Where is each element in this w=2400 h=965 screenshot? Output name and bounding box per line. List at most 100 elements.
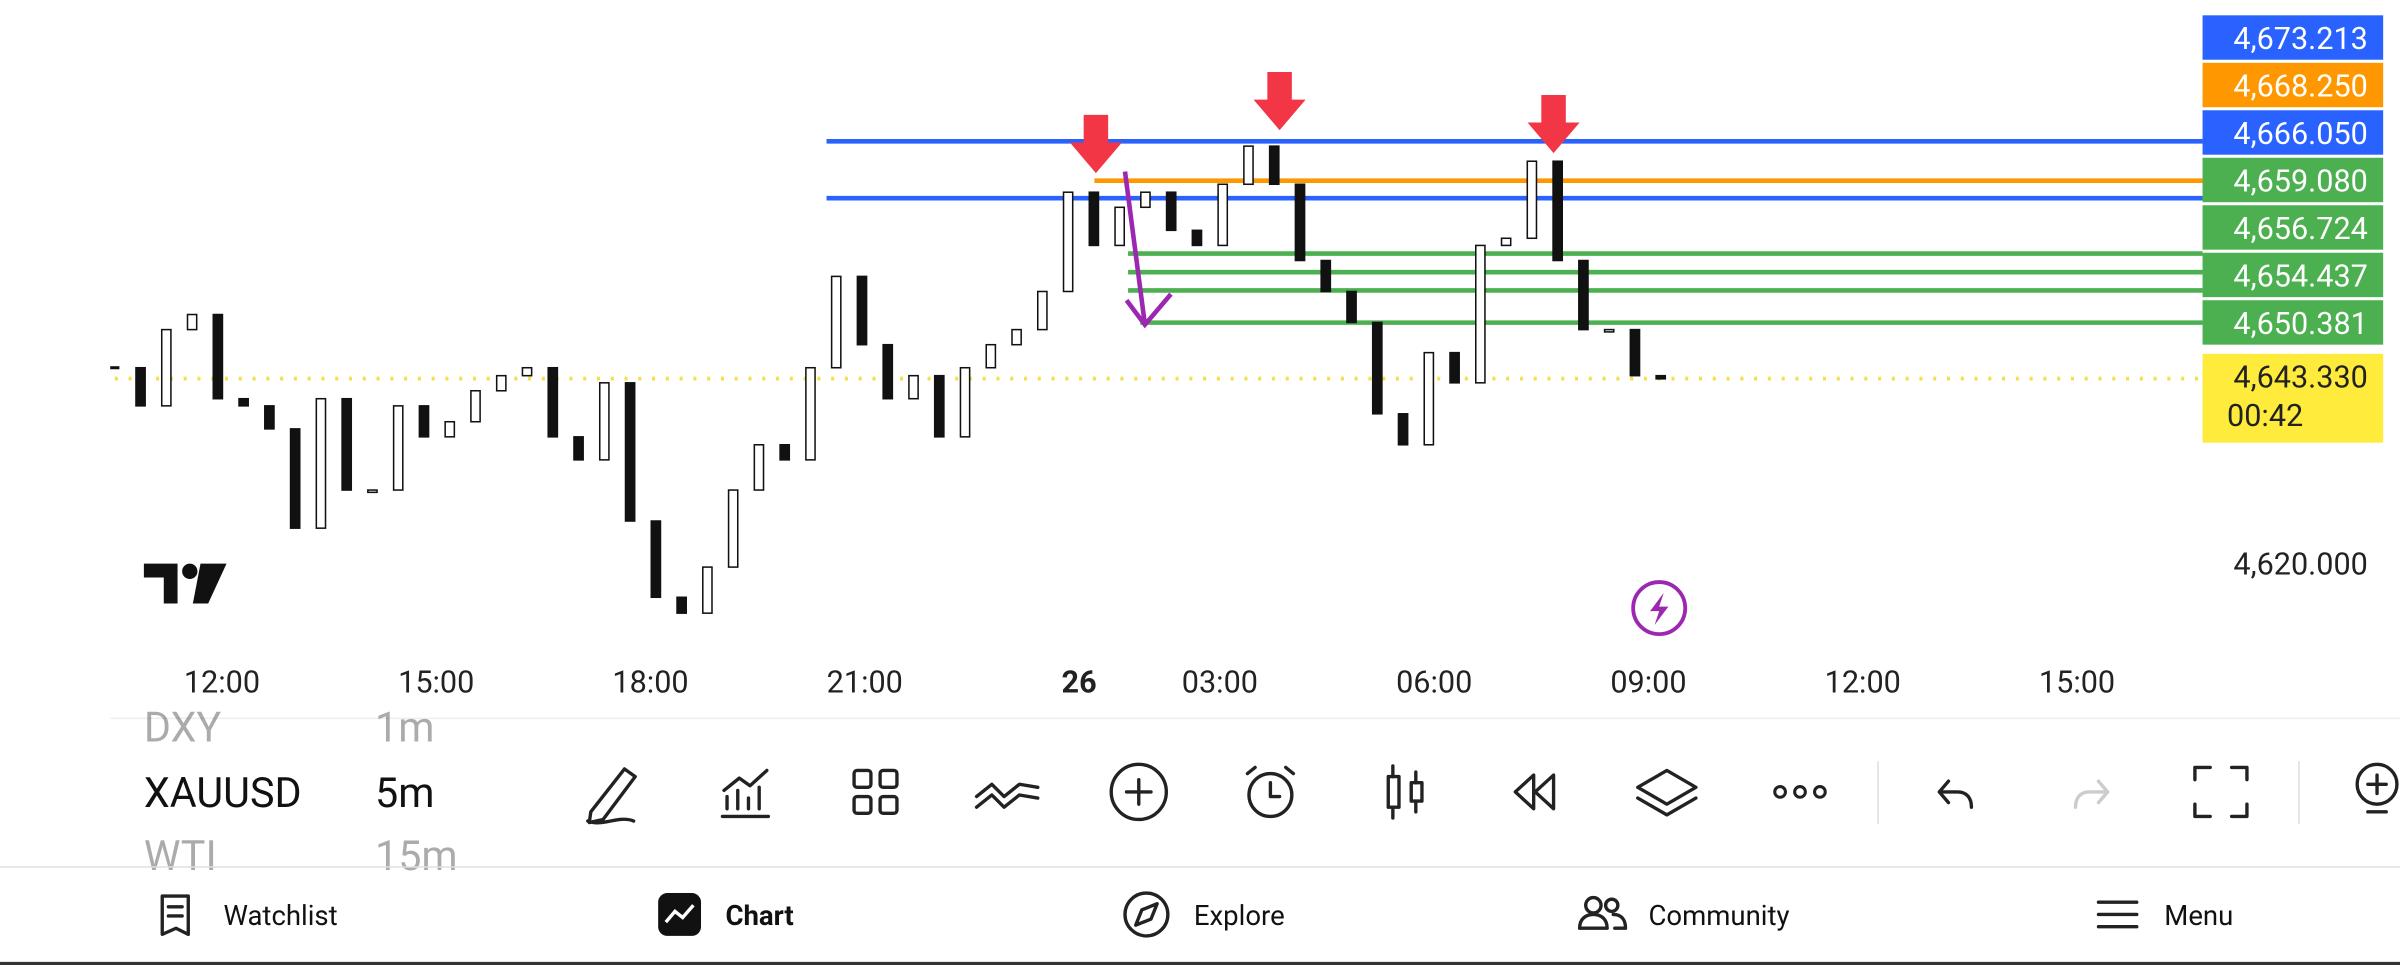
- candle: [1062, 191, 1074, 293]
- bottom-nav: Watchlist Chart Explore Community Menu: [223, 899, 2233, 932]
- price-label-box: [2202, 205, 2384, 250]
- candle: [1140, 191, 1151, 209]
- candle: [135, 366, 146, 407]
- symbol[interactable]: XAUUSD: [144, 770, 302, 818]
- candle: [650, 520, 662, 599]
- redo[interactable]: [2073, 779, 2110, 809]
- candle-tool[interactable]: [1386, 764, 1424, 820]
- price-label: 4,650.381: [2233, 307, 2367, 342]
- candle: [367, 489, 378, 494]
- candle: [1191, 229, 1203, 247]
- candle: [186, 313, 198, 331]
- x-tick-label: 26: [1062, 665, 1097, 700]
- candle: [1423, 351, 1435, 446]
- candle: [1371, 321, 1383, 415]
- nav-icons: [160, 891, 2139, 938]
- peak-arrows: [1069, 71, 1580, 174]
- x-tick-label: 18:00: [612, 665, 688, 700]
- lightning-button[interactable]: [1631, 580, 1688, 637]
- alert-tool[interactable]: [1245, 765, 1296, 819]
- candle: [830, 275, 842, 369]
- toolbar: [586, 761, 2399, 825]
- fullscreen[interactable]: [2193, 765, 2249, 819]
- interval[interactable]: 15m: [375, 833, 458, 881]
- price-label-box: [2202, 300, 2384, 345]
- explore-icon: [1123, 891, 1170, 938]
- candle: [1217, 183, 1229, 247]
- candle: [1526, 160, 1538, 240]
- candle: [547, 366, 559, 438]
- price-label-box: [2202, 157, 2384, 203]
- candle: [1243, 145, 1254, 186]
- candle: [598, 382, 610, 461]
- candle: [1578, 259, 1589, 331]
- last-price-box: [2202, 353, 2384, 443]
- candle: [160, 328, 172, 407]
- candle: [1346, 290, 1357, 324]
- interval[interactable]: 1m: [375, 704, 434, 752]
- candle: [444, 420, 456, 438]
- draw-tool[interactable]: [586, 767, 637, 825]
- price-label: 4,666.050: [2233, 117, 2367, 152]
- candle: [805, 366, 816, 461]
- add-tool[interactable]: [1109, 762, 1169, 822]
- candle: [624, 382, 636, 522]
- candle: [470, 389, 481, 423]
- nav-item[interactable]: Explore: [1194, 899, 1285, 932]
- candle: [959, 366, 971, 438]
- candle: [882, 343, 894, 400]
- candle: [392, 405, 404, 491]
- nav-item[interactable]: Chart: [726, 899, 794, 932]
- price-label-box: [2202, 15, 2384, 60]
- candle: [933, 374, 945, 438]
- candle: [1629, 328, 1641, 377]
- candle: [1036, 290, 1048, 331]
- candle: [1655, 374, 1667, 380]
- price-label-box: [2202, 110, 2384, 155]
- tv-logo: [143, 563, 227, 604]
- undo[interactable]: [1937, 779, 1974, 809]
- community-icon: [1577, 895, 1628, 930]
- last-price-label: 4,643.330: [2233, 361, 2367, 396]
- layout-tool[interactable]: [852, 768, 899, 816]
- candle: [418, 405, 430, 438]
- chart: 12:00 15:00 18:00 21:00 26 03:00 06:00 09:00 12:…: [110, 15, 2384, 700]
- layers-tool[interactable]: [1636, 768, 1698, 817]
- replay-tool[interactable]: [1513, 773, 1556, 811]
- symbol-list[interactable]: DXY 1m XAUUSD 5m WTI 15m: [144, 704, 458, 881]
- x-tick-label: 15:00: [398, 665, 474, 700]
- candle: [908, 374, 919, 400]
- compare-tool[interactable]: [974, 782, 1040, 809]
- candle: [264, 405, 275, 430]
- menu-icon: [2096, 900, 2139, 929]
- price-label-box: [2202, 252, 2384, 298]
- y-tick-label: 4,620.000: [2233, 548, 2367, 583]
- nav-item[interactable]: Menu: [2164, 899, 2233, 932]
- candle: [985, 343, 997, 369]
- candle: [1165, 191, 1177, 232]
- nav-item[interactable]: Community: [1648, 899, 1789, 932]
- x-tick-label: 21:00: [827, 665, 903, 700]
- symbol[interactable]: DXY: [144, 704, 222, 752]
- candle: [110, 366, 120, 370]
- countdown-label: 00:42: [2227, 399, 2303, 434]
- price-label: 4,659.080: [2233, 164, 2367, 199]
- candle: [212, 313, 224, 400]
- ideas[interactable]: [2355, 762, 2399, 814]
- nav-item[interactable]: Watchlist: [223, 899, 337, 932]
- chart-icon-line: [664, 904, 695, 924]
- candle: [289, 428, 301, 529]
- candle: [495, 374, 507, 392]
- symbol[interactable]: WTI: [144, 833, 217, 881]
- candle: [856, 275, 868, 346]
- candle: [1397, 413, 1409, 446]
- interval[interactable]: 5m: [375, 770, 434, 818]
- indicators-tool[interactable]: [720, 768, 771, 819]
- purple-arrow: [1122, 171, 1173, 329]
- x-tick-label: 06:00: [1396, 665, 1472, 700]
- candle: [1603, 328, 1615, 333]
- x-tick-label: 12:00: [1825, 665, 1901, 700]
- more-tool[interactable]: [1773, 785, 1827, 799]
